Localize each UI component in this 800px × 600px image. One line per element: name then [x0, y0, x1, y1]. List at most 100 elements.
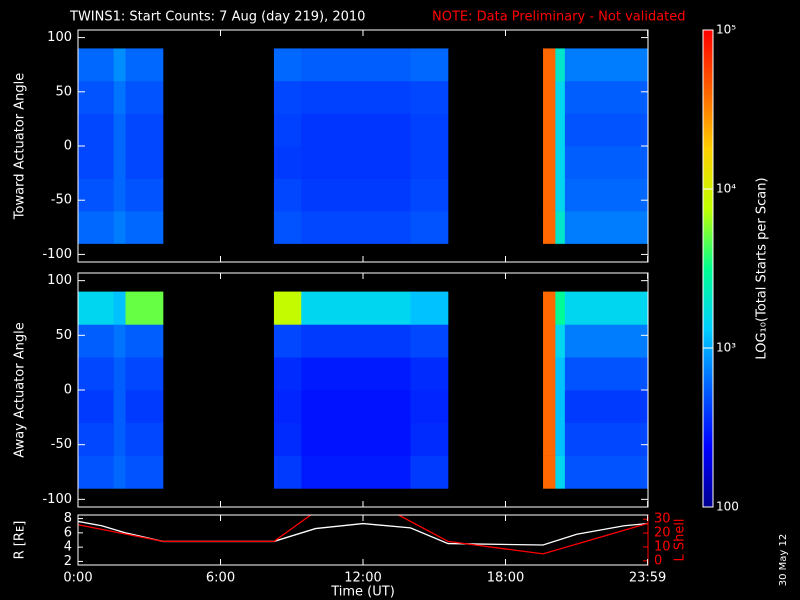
heatmap-cell — [301, 357, 411, 391]
heatmap-cell — [555, 324, 566, 358]
footer-date: 30 May 12 — [778, 534, 789, 586]
y-tick-label: -100 — [42, 247, 72, 262]
heatmap-cell — [113, 291, 126, 325]
chart-title: TWINS1: Start Counts: 7 Aug (day 219), 2… — [69, 10, 365, 25]
heatmap-cell — [555, 211, 566, 244]
heatmap-cell — [78, 211, 114, 244]
heatmap-cell — [410, 178, 449, 212]
heatmap-cell — [125, 80, 164, 114]
heatmap-cell — [78, 291, 114, 325]
y-tick-label: 0 — [64, 383, 72, 398]
heatmap-cell — [273, 211, 302, 244]
heatmap-cell — [78, 80, 114, 114]
heatmap-cell — [273, 80, 302, 114]
heatmap-cell — [564, 146, 649, 179]
heatmap-cell — [273, 390, 302, 424]
heatmap-cell — [125, 357, 164, 391]
colorbar-title: LOG₁₀(Total Starts per Scan) — [755, 177, 770, 359]
heatmap-cell — [113, 455, 126, 489]
colorbar-tick-label: 10³ — [716, 341, 736, 355]
heatmap-cell — [273, 324, 302, 358]
x-tick-label: 23:59 — [629, 571, 666, 586]
heatmap-cell — [78, 455, 114, 489]
heatmap-cell — [543, 146, 556, 179]
y-tick-label: 6 — [64, 525, 72, 540]
y2-tick-label: 20 — [654, 526, 671, 541]
heatmap-cell — [301, 422, 411, 456]
heatmap-cell — [564, 455, 649, 489]
heatmap-cell — [113, 113, 126, 147]
heatmap-cell — [113, 357, 126, 391]
colorbar-tick-label: 10⁵ — [716, 23, 736, 37]
heatmap-cell — [125, 455, 164, 489]
heatmap-cell — [543, 357, 556, 391]
heatmap-cell — [410, 357, 449, 391]
y-tick-label: 0 — [64, 139, 72, 154]
heatmap-cell — [78, 146, 114, 179]
heatmap-cell — [125, 146, 164, 179]
heatmap-cell — [273, 455, 302, 489]
heatmap-cell — [564, 291, 649, 325]
heatmap-cell — [555, 113, 566, 147]
y2-axis-title: L Shell — [673, 518, 688, 561]
heatmap-cell — [113, 48, 126, 82]
heatmap-cell — [564, 357, 649, 391]
heatmap-cell — [78, 178, 114, 212]
heatmap-cell — [125, 324, 164, 358]
heatmap-cell — [78, 324, 114, 358]
heatmap-cell — [125, 48, 164, 82]
heatmap-cell — [543, 324, 556, 358]
heatmap-cell — [410, 455, 449, 489]
heatmap-cell — [113, 390, 126, 424]
x-tick-label: 6:00 — [206, 571, 235, 586]
y-tick-label: 2 — [64, 554, 72, 569]
heatmap-cell — [543, 390, 556, 424]
heatmap-cell — [113, 178, 126, 212]
y-tick-label: 50 — [55, 84, 72, 99]
heatmap-cell — [543, 80, 556, 114]
heatmap-cell — [113, 146, 126, 179]
heatmap-cell — [564, 178, 649, 212]
heatmap-cell — [555, 178, 566, 212]
heatmap-cell — [301, 211, 411, 244]
heatmap-cell — [301, 291, 411, 325]
y-tick-label: 4 — [64, 540, 72, 555]
line-series — [78, 515, 648, 555]
x-tick-label: 18:00 — [487, 571, 524, 586]
heatmap-cell — [555, 291, 566, 325]
heatmap-cell — [543, 211, 556, 244]
heatmap-cell — [410, 390, 449, 424]
heatmap-cell — [564, 324, 649, 358]
heatmap-cell — [78, 113, 114, 147]
heatmap-cell — [273, 291, 302, 325]
heatmap-cell — [564, 113, 649, 147]
heatmap-cell — [113, 422, 126, 456]
heatmap-cell — [273, 48, 302, 82]
heatmap-cell — [564, 422, 649, 456]
heatmap-cell — [125, 211, 164, 244]
y-axis-title: Toward Actuator Angle — [13, 73, 28, 220]
heatmap-cell — [113, 80, 126, 114]
heatmap-cell — [301, 455, 411, 489]
heatmap-cell — [410, 324, 449, 358]
heatmap-cell — [78, 48, 114, 82]
y-tick-label: -50 — [51, 437, 72, 452]
heatmap-cell — [410, 80, 449, 114]
heatmap-cell — [125, 113, 164, 147]
heatmap-cell — [410, 48, 449, 82]
colorbar-tick-label: 10⁴ — [716, 182, 736, 196]
heatmap-cell — [113, 324, 126, 358]
heatmap-cell — [410, 146, 449, 179]
heatmap-cell — [273, 178, 302, 212]
heatmap-cell — [543, 291, 556, 325]
heatmap-cell — [555, 146, 566, 179]
x-tick-label: 12:00 — [344, 571, 381, 586]
heatmap-cell — [564, 48, 649, 82]
line-series — [78, 520, 648, 546]
heatmap-cell — [555, 455, 566, 489]
y-axis-title: Away Actuator Angle — [13, 322, 28, 457]
heatmap-cell — [564, 80, 649, 114]
y-tick-label: 8 — [64, 511, 72, 526]
